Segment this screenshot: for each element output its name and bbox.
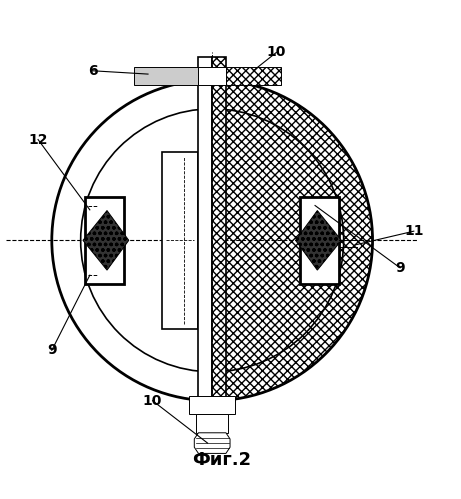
Bar <box>134 67 198 84</box>
Wedge shape <box>212 80 372 401</box>
Text: Фиг.2: Фиг.2 <box>192 451 251 469</box>
Bar <box>85 197 124 284</box>
Bar <box>189 396 235 415</box>
Polygon shape <box>296 211 342 270</box>
Bar <box>212 57 226 419</box>
Wedge shape <box>52 80 212 401</box>
Bar <box>300 197 339 284</box>
Bar <box>198 67 226 84</box>
Text: 11: 11 <box>404 224 424 238</box>
Text: 9: 9 <box>47 343 57 357</box>
Bar <box>198 57 212 419</box>
Text: 12: 12 <box>28 133 48 147</box>
Text: 6: 6 <box>88 64 98 78</box>
Polygon shape <box>83 211 129 270</box>
Bar <box>196 415 228 433</box>
Text: 10: 10 <box>266 45 286 59</box>
Bar <box>162 152 198 328</box>
Text: 9: 9 <box>395 261 405 275</box>
Bar <box>226 67 281 84</box>
Text: 10: 10 <box>143 394 162 408</box>
Polygon shape <box>194 433 230 454</box>
